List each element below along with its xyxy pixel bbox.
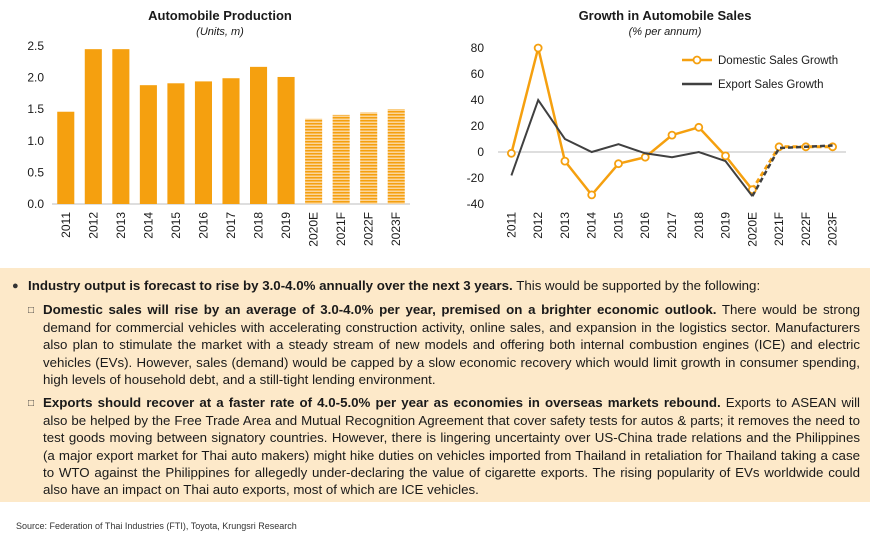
x-tick-label: 2014: [585, 212, 599, 239]
bar: [250, 66, 268, 204]
bar: [84, 49, 102, 204]
summary-main-bold: Industry output is forecast to rise by 3…: [28, 278, 513, 293]
bar: [277, 76, 295, 204]
data-point: [667, 130, 677, 140]
bullet-square-icon: □: [28, 305, 35, 317]
x-tick-label: 2018: [252, 212, 266, 239]
data-point: [721, 151, 730, 161]
data-point: [640, 152, 650, 162]
domestic-point-bold: Domestic sales will rise by an average o…: [43, 302, 717, 318]
x-tick-label: 2018: [692, 212, 706, 239]
data-point: [694, 122, 704, 132]
sales-growth-line-chart: -40 -20 0 20 40 60 80 2011 2012 2013 2014 2015 2016 2…: [467, 41, 846, 247]
y-tick-label: -40: [467, 197, 485, 211]
x-tick-label: 2014: [141, 212, 155, 239]
data-point: [533, 43, 543, 53]
x-tick-label: 2019: [279, 212, 293, 239]
x-tick-label: 2023F: [389, 212, 403, 246]
forecast-bar: [387, 109, 405, 204]
x-tick-label: 2021F: [772, 212, 786, 246]
y-tick-label: 20: [471, 119, 485, 133]
summary-box: ● Industry output is forecast to rise by…: [0, 268, 870, 502]
sales-growth-chart-title: Growth in Automobile Sales: [578, 8, 752, 23]
x-tick-label: 2017: [665, 212, 679, 239]
series-line: [510, 97, 754, 197]
y-tick-label: 2.0: [27, 71, 44, 85]
x-tick-label: 2019: [719, 212, 733, 239]
x-tick-label: 2020E: [307, 212, 321, 247]
summary-point-exports: □ Exports should recover at a faster rat…: [28, 394, 860, 498]
y-tick-label: 40: [471, 93, 485, 107]
production-chart-title: Automobile Production: [148, 8, 292, 23]
x-tick-label: 2011: [504, 212, 518, 238]
y-tick-label: 2.5: [27, 39, 44, 53]
bar: [194, 81, 212, 204]
exports-point-text: Exports to ASEAN will also be helped by …: [43, 395, 861, 498]
y-tick-label: 1.0: [27, 134, 44, 148]
production-chart-subtitle: (Units, m): [196, 26, 244, 38]
bar: [139, 85, 157, 204]
y-tick-label: 60: [471, 67, 485, 81]
y-tick-label: 80: [471, 41, 485, 55]
x-tick-label: 2021F: [334, 212, 348, 246]
x-tick-label: 2017: [224, 212, 238, 239]
x-tick-label: 2011: [59, 212, 73, 238]
data-point: [560, 156, 570, 166]
y-tick-label: 0.5: [27, 165, 44, 179]
forecast-bar: [305, 118, 323, 204]
domestic-point-text: There would be strong demand for commerc…: [43, 302, 860, 388]
sales-growth-chart-subtitle: (% per annum): [628, 26, 702, 38]
data-point: [506, 148, 516, 158]
x-tick-label: 2016: [638, 212, 652, 239]
y-tick-label: 0: [477, 145, 484, 159]
exports-point-bold: Exports should recover at a faster rate …: [43, 395, 721, 411]
x-tick-label: 2012: [531, 212, 545, 239]
bullet-square-icon: □: [28, 398, 35, 410]
x-tick-label: 2023F: [826, 212, 840, 246]
series-forecast-line: [751, 144, 833, 197]
data-point: [587, 190, 597, 200]
bullet-dot-icon: ●: [12, 280, 19, 292]
forecast-bar: [332, 114, 350, 204]
summary-point-domestic: □ Domestic sales will rise by an average…: [28, 301, 860, 388]
legend-label: Domestic Sales Growth: [718, 55, 838, 67]
bar: [112, 49, 130, 204]
summary-main-text: This would be supported by the following…: [512, 278, 761, 293]
data-point: [614, 159, 623, 169]
x-tick-label: 2022F: [799, 212, 813, 246]
legend-label: Export Sales Growth: [718, 79, 823, 91]
y-tick-label: -20: [467, 171, 485, 185]
forecast-bar: [360, 112, 378, 204]
x-tick-label: 2020E: [745, 212, 759, 247]
x-tick-label: 2022F: [362, 212, 376, 246]
series-forecast-line: [751, 145, 833, 191]
bar: [222, 78, 240, 204]
x-tick-label: 2013: [558, 212, 572, 239]
y-tick-label: 1.5: [27, 102, 44, 116]
data-point: [747, 185, 757, 195]
x-tick-label: 2012: [86, 212, 100, 239]
x-tick-label: 2015: [611, 212, 625, 239]
y-tick-label: 0.0: [27, 197, 44, 211]
bar: [57, 111, 75, 204]
series-line: [510, 47, 754, 197]
summary-main-point: ● Industry output is forecast to rise by…: [12, 277, 860, 295]
bar: [167, 83, 185, 204]
production-bar-chart: 0.0 0.5 1.0 1.5 2.0 2.5 2011 2012 2013 2014 2015 20…: [27, 39, 410, 247]
source-note: Source: Federation of Thai Industries (F…: [16, 521, 297, 531]
x-tick-label: 2015: [169, 212, 183, 239]
x-tick-label: 2016: [196, 212, 210, 239]
x-tick-label: 2013: [114, 212, 128, 239]
legend-marker: [692, 55, 702, 65]
